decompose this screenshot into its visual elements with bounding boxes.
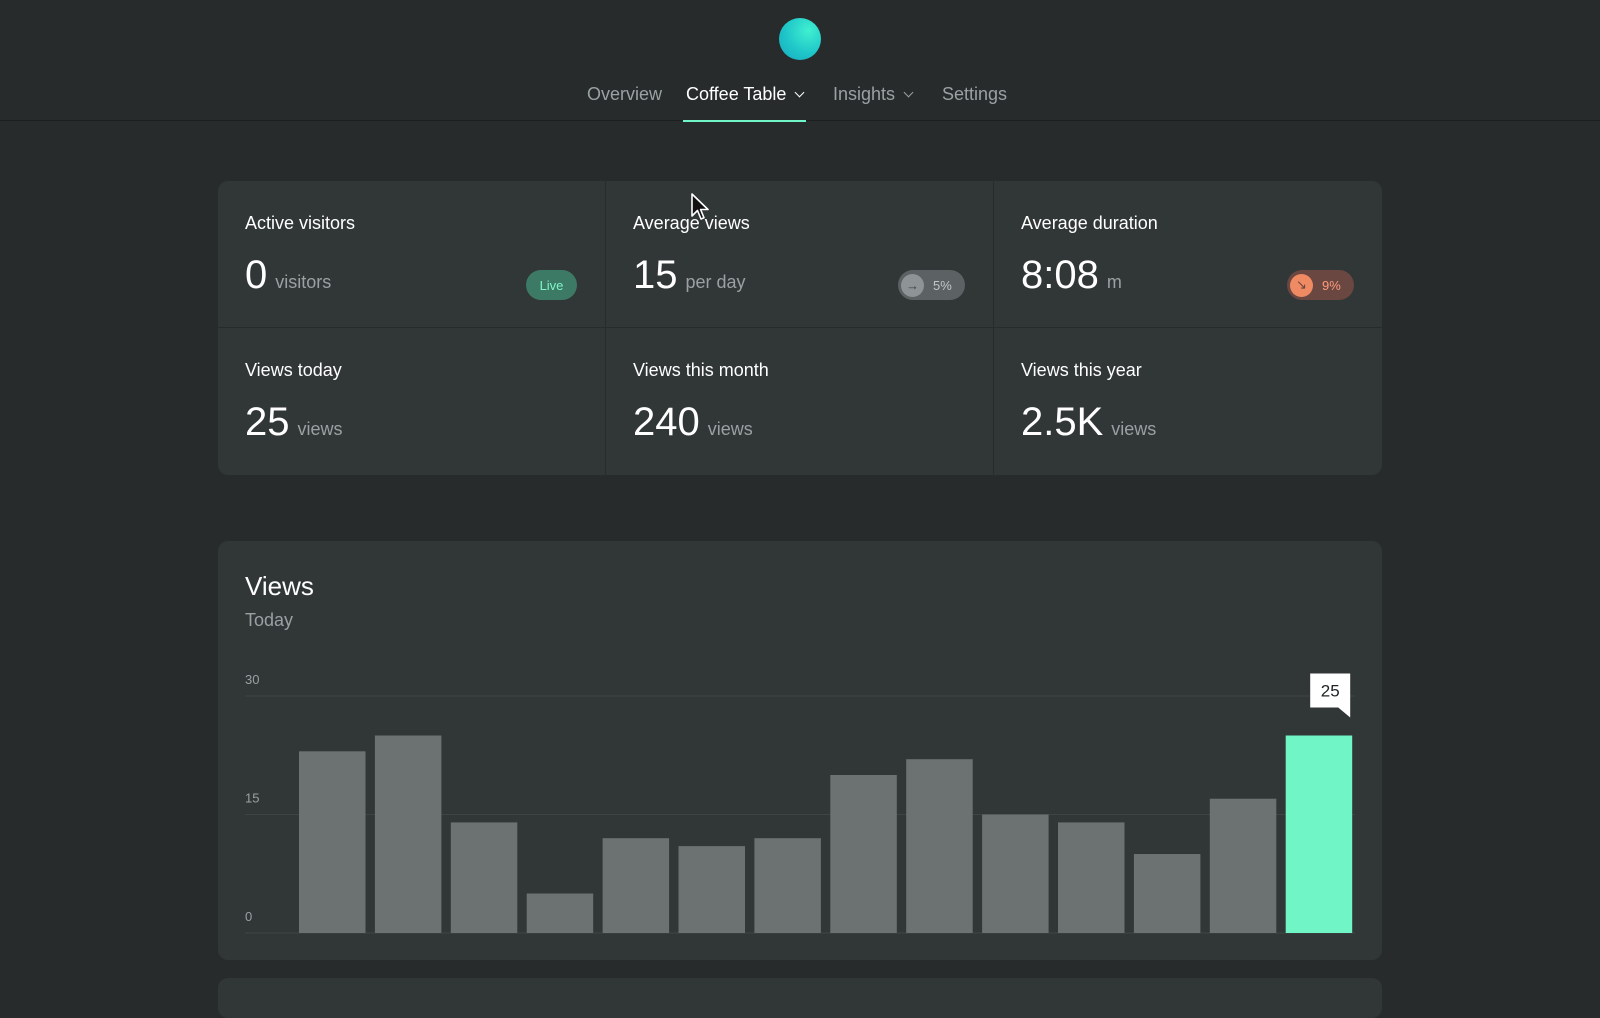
tab-settings-label: Settings xyxy=(942,84,1008,104)
chart-title: Views xyxy=(245,571,314,601)
tab-coffee-table[interactable]: Coffee Table xyxy=(683,84,807,122)
y-tick-label: 30 xyxy=(245,672,259,687)
stat-views-this-year: Views this year 2.5K views xyxy=(994,328,1382,475)
bar[interactable] xyxy=(754,838,821,933)
app-logo[interactable] xyxy=(779,18,821,60)
bar[interactable] xyxy=(906,759,973,933)
tab-coffee-table-label: Coffee Table xyxy=(686,84,787,104)
stat-value: 25 views xyxy=(245,400,343,445)
bar[interactable] xyxy=(1133,854,1201,933)
stat-views-today: Views today 25 views xyxy=(218,328,606,475)
stat-value: 0 visitors xyxy=(245,253,331,298)
stat-label: Views this month xyxy=(633,360,769,380)
stats-grid: Active visitors 0 visitors Live Average v… xyxy=(218,181,1382,475)
stat-label: Average duration xyxy=(1021,213,1158,233)
trend-value: 5% xyxy=(933,277,952,293)
stat-number: 2.5K xyxy=(1021,400,1104,444)
stat-average-duration: Average duration 8:08 m ↘ 9% xyxy=(994,181,1382,328)
stat-views-this-month: Views this month 240 views xyxy=(606,328,994,475)
stat-label: Average views xyxy=(633,213,750,233)
bar-tooltip: 25 xyxy=(1310,673,1351,718)
bar[interactable] xyxy=(678,846,746,933)
trend-badge: ↘ 9% xyxy=(1287,270,1354,300)
live-badge: Live xyxy=(526,270,577,300)
stat-value: 2.5K views xyxy=(1021,400,1156,445)
bar[interactable] xyxy=(1209,798,1277,933)
stat-label: Views this year xyxy=(1021,360,1142,380)
bar[interactable] xyxy=(450,822,518,933)
main-nav: Overview Coffee Table Insights Settings xyxy=(0,80,1600,122)
chevron-down-icon xyxy=(903,87,914,98)
stat-average-views: Average views 15 per day → 5% xyxy=(606,181,994,328)
bar[interactable] xyxy=(299,751,366,933)
bar[interactable] xyxy=(982,814,1049,934)
stat-unit: m xyxy=(1106,272,1122,292)
stat-number: 8:08 xyxy=(1021,253,1099,297)
views-bar-chart: 30 15 0 25 xyxy=(245,672,1355,934)
bar[interactable] xyxy=(1058,822,1125,933)
y-tick-label: 0 xyxy=(245,909,252,924)
tab-insights-label: Insights xyxy=(833,84,896,104)
active-tab-indicator xyxy=(683,120,807,122)
bar-highlighted[interactable] xyxy=(1285,735,1353,934)
tab-overview-label: Overview xyxy=(587,84,663,104)
stat-unit: views xyxy=(1111,419,1157,439)
stat-number: 25 xyxy=(245,400,290,444)
tab-settings[interactable]: Settings xyxy=(942,84,1007,121)
tab-overview[interactable]: Overview xyxy=(587,84,662,121)
stat-value: 15 per day xyxy=(633,253,746,298)
stat-value: 240 views xyxy=(633,400,753,445)
chevron-down-icon xyxy=(794,87,805,98)
mouse-cursor-icon xyxy=(691,193,709,220)
stat-unit: views xyxy=(707,419,753,439)
trend-value: 9% xyxy=(1322,277,1341,293)
stat-label: Views today xyxy=(245,360,342,380)
chart-subtitle: Today xyxy=(245,610,294,630)
tooltip-box xyxy=(1310,673,1351,718)
bar[interactable] xyxy=(602,838,670,933)
stat-number: 0 xyxy=(245,253,268,297)
stat-number: 15 xyxy=(633,253,678,297)
stat-unit: views xyxy=(297,419,343,439)
views-chart-card: Views Today 30 15 0 25 xyxy=(218,541,1382,960)
stat-unit: per day xyxy=(685,272,746,292)
tooltip-value: 25 xyxy=(1321,682,1340,701)
stat-unit: visitors xyxy=(275,272,332,292)
bar[interactable] xyxy=(830,775,897,933)
stat-value: 8:08 m xyxy=(1021,253,1122,298)
arrow-down-right-icon: ↘ xyxy=(1290,273,1313,297)
bar[interactable] xyxy=(526,893,594,934)
tab-insights[interactable]: Insights xyxy=(833,84,914,121)
stat-label: Active visitors xyxy=(245,213,356,233)
trend-badge: → 5% xyxy=(898,270,965,300)
stat-active-visitors: Active visitors 0 visitors Live xyxy=(218,181,606,328)
arrow-right-icon: → xyxy=(901,273,924,297)
top-header: Overview Coffee Table Insights Settings xyxy=(0,0,1600,122)
next-card xyxy=(218,978,1382,1018)
stat-number: 240 xyxy=(633,400,700,444)
y-tick-label: 15 xyxy=(245,791,259,806)
bar[interactable] xyxy=(374,735,442,934)
